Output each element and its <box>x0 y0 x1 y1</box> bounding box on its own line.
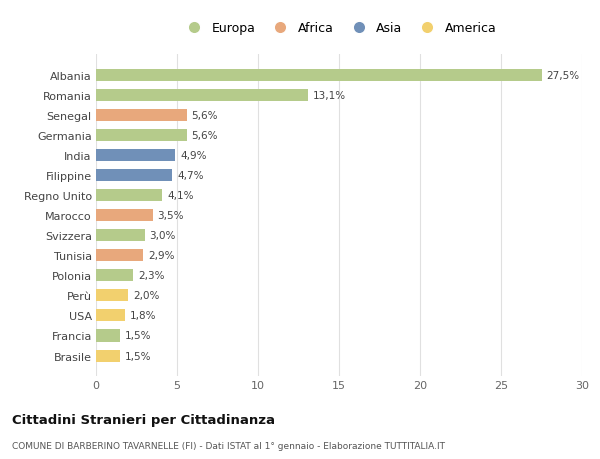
Bar <box>96 310 125 322</box>
Text: 5,6%: 5,6% <box>191 111 218 121</box>
Text: 1,8%: 1,8% <box>130 311 157 321</box>
Text: 3,0%: 3,0% <box>149 231 176 241</box>
Text: Cittadini Stranieri per Cittadinanza: Cittadini Stranieri per Cittadinanza <box>12 413 275 426</box>
Bar <box>96 190 163 202</box>
Text: 4,1%: 4,1% <box>167 191 194 201</box>
Text: 4,7%: 4,7% <box>177 171 203 181</box>
Bar <box>96 290 128 302</box>
Text: 27,5%: 27,5% <box>547 71 580 81</box>
Bar <box>96 210 152 222</box>
Text: 3,5%: 3,5% <box>158 211 184 221</box>
Bar <box>96 270 133 282</box>
Text: 2,0%: 2,0% <box>133 291 160 301</box>
Text: COMUNE DI BARBERINO TAVARNELLE (FI) - Dati ISTAT al 1° gennaio - Elaborazione TU: COMUNE DI BARBERINO TAVARNELLE (FI) - Da… <box>12 441 445 450</box>
Bar <box>96 330 120 342</box>
Text: 5,6%: 5,6% <box>191 131 218 141</box>
Legend: Europa, Africa, Asia, America: Europa, Africa, Asia, America <box>179 20 499 38</box>
Text: 1,5%: 1,5% <box>125 331 152 341</box>
Text: 13,1%: 13,1% <box>313 91 346 101</box>
Bar <box>96 230 145 242</box>
Bar <box>96 170 172 182</box>
Bar <box>96 150 175 162</box>
Text: 4,9%: 4,9% <box>180 151 207 161</box>
Bar <box>96 70 542 82</box>
Text: 2,3%: 2,3% <box>138 271 164 281</box>
Bar <box>96 350 120 362</box>
Bar <box>96 250 143 262</box>
Bar <box>96 110 187 122</box>
Text: 1,5%: 1,5% <box>125 351 152 361</box>
Bar <box>96 130 187 142</box>
Text: 2,9%: 2,9% <box>148 251 175 261</box>
Bar <box>96 90 308 102</box>
